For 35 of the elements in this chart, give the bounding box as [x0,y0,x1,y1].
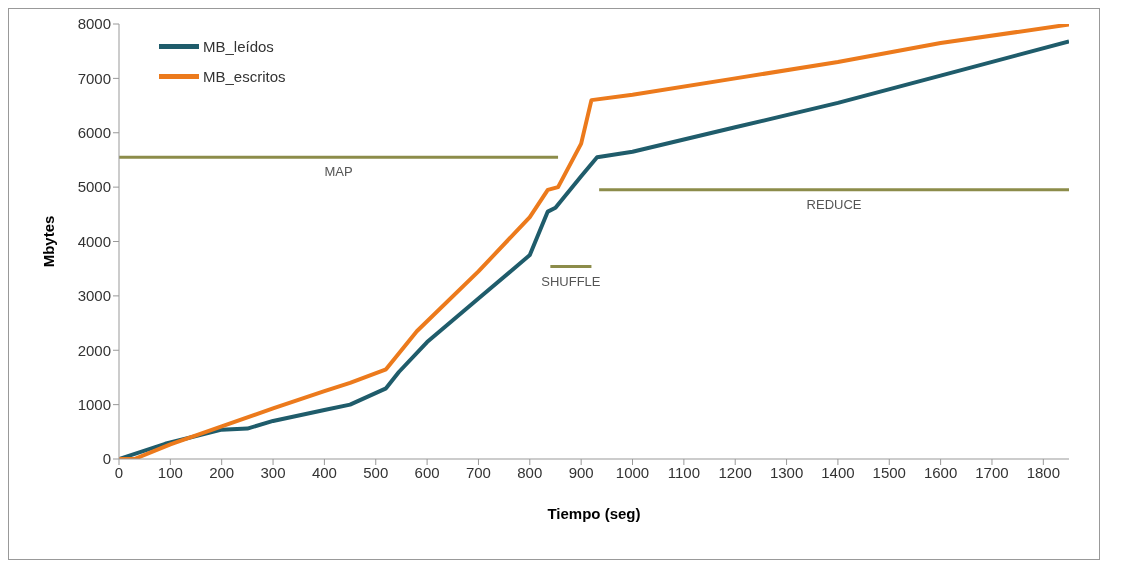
x-tick-label: 1200 [718,463,752,481]
y-tick-label: 2000 [77,341,111,359]
x-tick-label: 1400 [821,463,855,481]
x-tick-label: 1300 [769,463,804,481]
x-tick-label: 400 [311,463,337,481]
x-tick-label: 1500 [872,463,906,481]
x-tick-label: 1700 [975,463,1009,481]
annotation: SHUFFLE [541,273,601,289]
y-tick-label: 8000 [77,15,111,33]
x-tick-label: 1000 [615,463,650,481]
y-axis-title: Mbytes [40,215,58,268]
x-tick-label: 500 [363,463,389,481]
x-tick-label: 1100 [667,463,700,481]
x-tick-label: 1800 [1026,463,1061,481]
x-tick-label: 900 [568,463,594,481]
annotation: MAP [324,164,353,180]
y-tick-label: 7000 [77,69,111,87]
x-tick-label: 200 [209,463,235,481]
x-tick-label: 0 [114,463,124,481]
x-tick-label: 800 [517,463,543,481]
x-axis-title: Tiempo (seg) [547,505,641,522]
x-tick-label: 700 [465,463,491,481]
x-tick-label: 600 [414,463,440,481]
x-tick-label: 100 [157,463,183,481]
y-tick-label: 1000 [77,395,111,413]
y-tick-label: 0 [102,450,111,468]
y-tick-label: 4000 [77,232,111,250]
annotation: REDUCE [806,197,862,213]
y-tick-label: 3000 [77,287,111,305]
legend-label: MB_escritos [203,67,286,85]
x-tick-label: 1600 [923,463,958,481]
y-tick-label: 5000 [77,178,111,196]
legend-label: MB_leídos [203,37,274,55]
y-tick-label: 6000 [77,124,111,142]
x-tick-label: 300 [260,463,286,481]
